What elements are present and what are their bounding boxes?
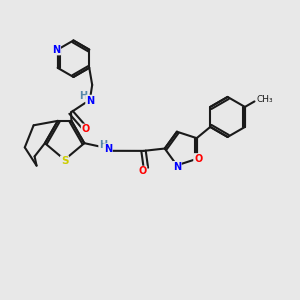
Text: N: N bbox=[173, 162, 181, 172]
Text: O: O bbox=[82, 124, 90, 134]
Text: H: H bbox=[99, 140, 107, 150]
Text: O: O bbox=[138, 167, 146, 176]
Text: O: O bbox=[194, 154, 202, 164]
Text: N: N bbox=[86, 95, 94, 106]
Text: CH₃: CH₃ bbox=[256, 94, 273, 103]
Text: S: S bbox=[61, 156, 68, 166]
Text: H: H bbox=[79, 91, 87, 101]
Text: N: N bbox=[52, 45, 60, 55]
Text: N: N bbox=[104, 144, 112, 154]
